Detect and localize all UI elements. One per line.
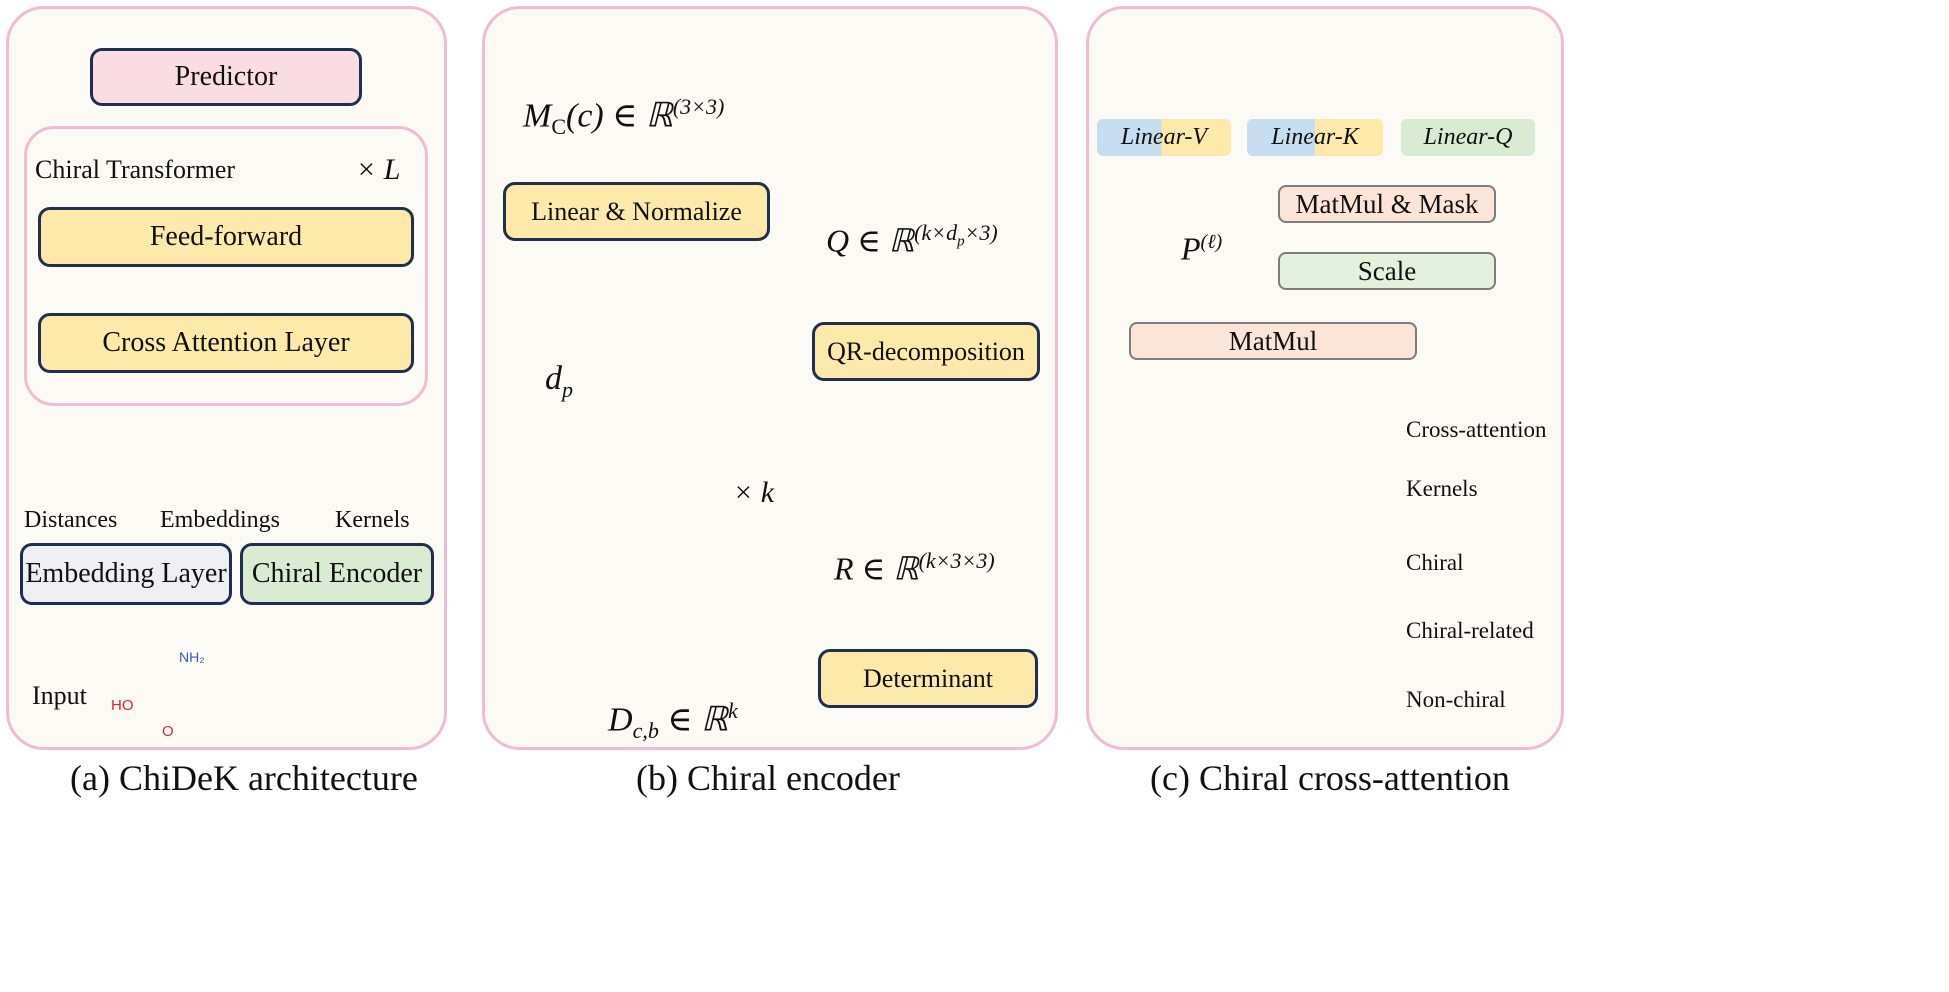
caption-a: (a) ChiDeK architecture [70, 758, 418, 798]
legend-chiral-related: Chiral-related [1406, 618, 1534, 643]
caption-c: (c) Chiral cross-attention [1150, 758, 1510, 798]
input-label: Input [32, 681, 87, 710]
determinant-box: Determinant [818, 649, 1038, 708]
matmul-mask-box: MatMul & Mask [1278, 185, 1496, 223]
mc-label: MC(c) ∈ ℝ(3×3) [523, 96, 724, 138]
legend-cross-attention: Cross-attention [1406, 417, 1547, 442]
scale-box: Scale [1278, 252, 1496, 290]
chiral-transformer-label: Chiral Transformer [35, 155, 236, 184]
linear-v-box: Linear-V [1097, 119, 1231, 156]
p-label: P(ℓ) [1181, 232, 1222, 265]
kernels-label: Kernels [335, 507, 410, 533]
legend-kernels: Kernels [1406, 476, 1478, 501]
embedding-layer-box: Embedding Layer [20, 543, 232, 605]
linear-normalize-box: Linear & Normalize [503, 182, 770, 241]
q-sup-end: ×3) [964, 220, 998, 245]
qr-decomposition-box: QR-decomposition [812, 322, 1040, 381]
q-base: Q ∈ ℝ [826, 222, 915, 259]
q-sup-sub: p [957, 233, 965, 250]
p-sup: (ℓ) [1200, 231, 1223, 253]
r-sup: (k×3×3) [918, 548, 995, 573]
mc-base: M [523, 97, 552, 135]
d-sub: c,b [632, 718, 659, 744]
matmul-box: MatMul [1129, 322, 1417, 360]
chiral-transformer-block [24, 126, 428, 406]
legend-chiral: Chiral [1406, 550, 1464, 575]
caption-b: (b) Chiral encoder [636, 758, 900, 798]
linear-q-box: Linear-Q [1401, 119, 1535, 156]
embeddings-label: Embeddings [160, 507, 280, 533]
atom-label-o: O [162, 723, 174, 740]
dp-sub: p [562, 376, 573, 402]
mc-rest: (c) ∈ ℝ [566, 97, 673, 135]
r-label: R ∈ ℝ(k×3×3) [834, 550, 995, 585]
feed-forward-box: Feed-forward [38, 207, 414, 267]
mc-sub: C [551, 114, 567, 140]
linear-k-box: Linear-K [1247, 119, 1383, 156]
atom-label-nh2: NH₂ [179, 649, 205, 665]
d-label: Dc,b ∈ ℝk [608, 700, 738, 742]
atom-label-ho: HO [111, 697, 134, 714]
d-sup: k [727, 698, 738, 723]
q-label: Q ∈ ℝ(k×dp×3) [826, 222, 998, 257]
panel-architecture [6, 6, 447, 750]
r-base: R ∈ ℝ [834, 550, 919, 587]
cross-attention-layer-box: Cross Attention Layer [38, 313, 414, 373]
q-sup: (k×d [914, 220, 958, 245]
p-base: P [1181, 230, 1201, 267]
mc-sup: (3×3) [672, 94, 725, 119]
dp-base: d [545, 360, 562, 397]
d-rest: ∈ ℝ [658, 701, 728, 739]
times-k-label: × k [733, 476, 775, 509]
layer-repeat-label: × L [356, 153, 401, 186]
d-base: D [608, 701, 633, 739]
distances-label: Distances [24, 507, 118, 533]
legend-non-chiral: Non-chiral [1406, 687, 1506, 712]
predictor-box: Predictor [90, 48, 362, 106]
chiral-encoder-box: Chiral Encoder [240, 543, 434, 605]
dp-label: dp [545, 362, 573, 401]
